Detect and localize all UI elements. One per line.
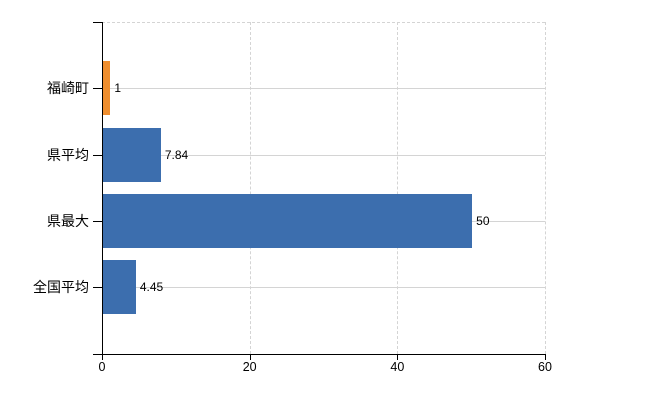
y-axis-tick xyxy=(93,154,102,156)
bar-value-label: 1 xyxy=(114,81,122,96)
y-axis-label: 福崎町 xyxy=(47,80,89,97)
x-axis-tick xyxy=(249,353,251,360)
bar xyxy=(103,61,111,116)
gridline-top-boundary xyxy=(102,22,545,23)
y-axis-label: 全国平均 xyxy=(33,279,89,296)
x-axis-tick xyxy=(102,353,103,360)
bar-value-label: 7.84 xyxy=(164,147,189,162)
y-axis-tick xyxy=(93,287,102,289)
bar-value-label: 4.45 xyxy=(139,280,164,295)
x-axis-tick-label: 40 xyxy=(390,360,405,374)
y-axis-tick xyxy=(93,220,102,222)
x-axis-line xyxy=(93,353,546,355)
gridline-vertical xyxy=(249,22,251,354)
bar-value-label: 50 xyxy=(476,213,490,228)
gridline-horizontal xyxy=(102,154,545,156)
y-axis-tick xyxy=(93,22,102,23)
y-axis-label: 県最大 xyxy=(47,212,89,229)
bar xyxy=(103,193,473,248)
x-axis-tick-label: 0 xyxy=(98,360,106,374)
x-axis-tick-label: 20 xyxy=(242,360,257,374)
bar xyxy=(103,127,161,182)
gridline-horizontal xyxy=(102,88,545,90)
gridline-horizontal xyxy=(102,287,545,289)
bar xyxy=(103,260,136,315)
x-axis-tick-label: 60 xyxy=(538,360,552,374)
y-axis-label: 県平均 xyxy=(47,146,89,163)
y-axis-line xyxy=(102,22,103,354)
x-axis-tick xyxy=(397,353,399,360)
x-axis-tick xyxy=(545,353,546,360)
y-axis-tick xyxy=(93,88,102,90)
gridline-vertical xyxy=(545,22,546,354)
gridline-vertical xyxy=(397,22,399,354)
